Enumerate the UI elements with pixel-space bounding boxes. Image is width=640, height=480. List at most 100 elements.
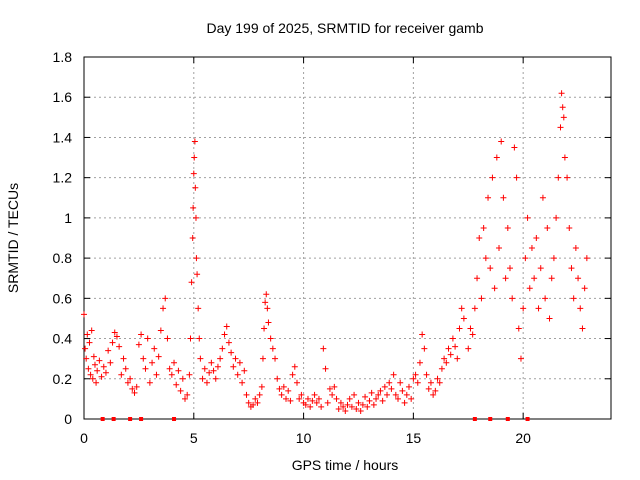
- x-tick-labels: 0 5 10 15 20: [80, 430, 531, 446]
- data-point: [344, 401, 351, 408]
- data-point: [259, 355, 266, 362]
- data-point: [190, 204, 197, 211]
- data-point: [160, 305, 167, 312]
- data-point: [498, 138, 505, 145]
- data-point: [91, 361, 98, 368]
- data-point: [458, 305, 465, 312]
- data-point: [140, 355, 147, 362]
- data-point: [311, 391, 318, 398]
- data-point: [263, 291, 270, 298]
- grid-lines: [84, 57, 611, 419]
- data-point: [217, 355, 224, 362]
- x-tick-label: 0: [80, 430, 88, 446]
- zero-marker: [128, 417, 133, 421]
- data-point: [467, 325, 474, 332]
- data-point: [113, 333, 120, 340]
- data-point: [243, 391, 250, 398]
- data-point: [362, 393, 369, 400]
- data-point: [558, 90, 565, 97]
- data-point: [539, 194, 546, 201]
- y-tick-label: 1.4: [53, 129, 73, 145]
- data-point: [359, 401, 366, 408]
- data-point: [201, 365, 208, 372]
- zero-markers: [100, 417, 530, 421]
- data-point: [520, 305, 527, 312]
- data-point: [524, 214, 531, 221]
- data-point: [182, 395, 189, 402]
- data-point: [223, 323, 230, 330]
- data-point: [560, 114, 567, 121]
- data-point: [208, 359, 215, 366]
- data-point: [149, 359, 156, 366]
- data-point: [157, 327, 164, 334]
- data-point: [500, 194, 507, 201]
- data-point: [476, 235, 483, 241]
- data-point: [109, 339, 116, 346]
- y-tick-labels: 0 0.2 0.4 0.6 0.8 1 1.2 1.4 1.6 1.8: [53, 49, 73, 427]
- data-point: [575, 275, 582, 282]
- data-point: [258, 383, 265, 390]
- data-point: [381, 383, 388, 390]
- data-point: [405, 383, 412, 390]
- data-point: [86, 339, 93, 346]
- data-point: [210, 367, 217, 374]
- data-point: [572, 245, 579, 252]
- data-point: [425, 385, 432, 392]
- data-point: [309, 397, 316, 404]
- y-tick-label: 1: [64, 210, 72, 226]
- data-point: [262, 299, 269, 306]
- data-point: [465, 345, 472, 352]
- zero-marker: [505, 417, 510, 421]
- data-point: [245, 399, 252, 406]
- data-point: [195, 305, 202, 312]
- data-point: [90, 353, 97, 360]
- data-point: [528, 245, 535, 252]
- data-point: [335, 405, 342, 412]
- data-point: [124, 379, 131, 386]
- data-point: [111, 329, 118, 336]
- data-point: [264, 305, 271, 312]
- data-point: [357, 407, 364, 414]
- y-tick-label: 0.6: [53, 290, 73, 306]
- data-point: [348, 403, 355, 410]
- data-point: [427, 379, 434, 386]
- data-point: [269, 345, 276, 352]
- data-point: [164, 335, 171, 342]
- data-point: [561, 154, 568, 161]
- data-point: [445, 345, 452, 352]
- data-point: [278, 391, 285, 398]
- data-point: [474, 275, 481, 282]
- data-point: [570, 295, 577, 302]
- data-point: [506, 265, 513, 272]
- y-tick-label: 0: [64, 411, 72, 427]
- data-point: [577, 305, 584, 312]
- data-point: [285, 387, 292, 394]
- data-point: [471, 305, 478, 312]
- data-point: [261, 325, 268, 332]
- data-point: [212, 375, 219, 382]
- data-point: [287, 397, 294, 404]
- data-point: [184, 391, 191, 398]
- data-point: [302, 401, 309, 408]
- zero-marker: [172, 417, 177, 421]
- data-point: [298, 391, 305, 398]
- data-point: [493, 154, 500, 161]
- data-point: [416, 359, 423, 366]
- data-points: [81, 90, 590, 414]
- data-point: [84, 331, 91, 338]
- data-point: [293, 379, 300, 386]
- data-point: [122, 365, 129, 372]
- data-point: [537, 265, 544, 272]
- data-point: [489, 174, 496, 181]
- data-point: [423, 371, 430, 378]
- y-axis-label: SRMTID / TECUs: [5, 183, 21, 293]
- data-point: [370, 401, 377, 408]
- y-tick-label: 1.8: [53, 49, 73, 65]
- data-point: [162, 295, 169, 302]
- data-point: [289, 371, 296, 378]
- data-point: [225, 339, 232, 346]
- data-point: [230, 363, 237, 370]
- data-point: [219, 345, 226, 352]
- data-point: [142, 365, 149, 372]
- zero-marker: [100, 417, 105, 421]
